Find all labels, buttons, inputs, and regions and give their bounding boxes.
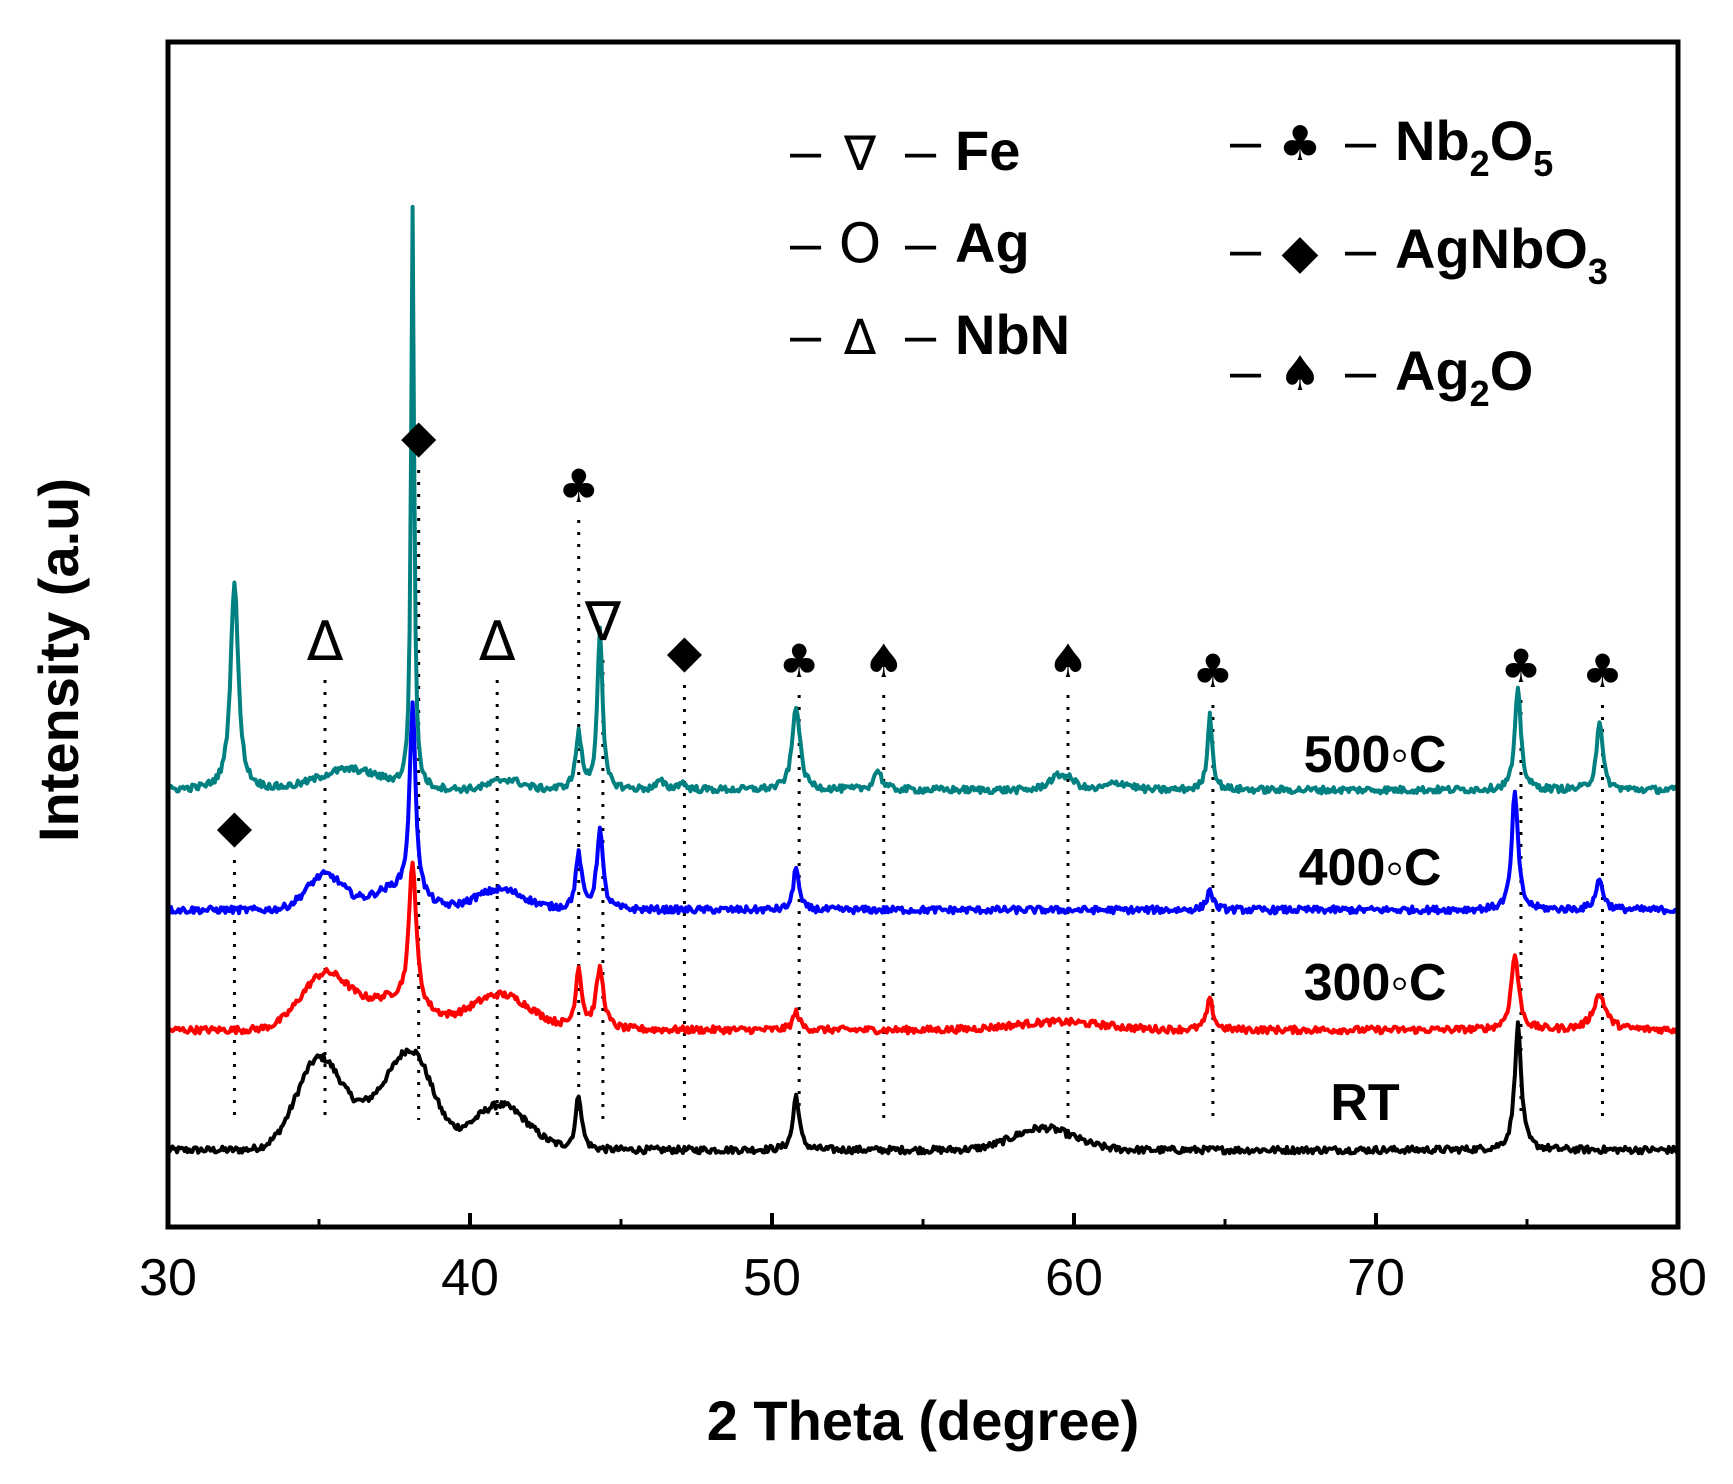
legend-dash-right: – bbox=[905, 211, 937, 274]
series-3-label: 500◦C bbox=[1304, 726, 1447, 784]
peak-marker-nbn-1: Δ bbox=[307, 610, 344, 673]
legend-symbol-5: ♠ bbox=[1278, 346, 1321, 402]
peak-marker-nb2o5-11: ♣ bbox=[1500, 639, 1541, 693]
legend-dash-right: – bbox=[1345, 217, 1377, 280]
series-2-label: 400◦C bbox=[1299, 839, 1442, 897]
legend-dash-left: – bbox=[1230, 109, 1262, 172]
series-layer bbox=[166, 204, 1680, 1156]
legend-label-2: NbN bbox=[955, 303, 1070, 366]
legend-dash-left: – bbox=[790, 119, 822, 182]
legend-symbol-0: ∇ bbox=[843, 126, 877, 182]
legend-dash-right: – bbox=[1345, 109, 1377, 172]
legend-entry-4: – ◆ – AgNbO3 bbox=[1230, 217, 1608, 292]
peak-marker-nb2o5-4: ♣ bbox=[558, 459, 599, 513]
legend-dash-left: – bbox=[790, 211, 822, 274]
legend-entry-2: – Δ – NbN bbox=[790, 303, 1070, 366]
legend-label-5: Ag2O bbox=[1395, 339, 1533, 414]
legend-entry-5: – ♠ – Ag2O bbox=[1230, 339, 1533, 414]
series-labels: RT 300◦C 400◦C 500◦C bbox=[1299, 726, 1447, 1132]
peak-marker-nbn-3: Δ bbox=[479, 610, 516, 673]
legend-dash-left: – bbox=[1230, 217, 1262, 280]
x-axis-title: 2 Theta (degree) bbox=[707, 1389, 1140, 1452]
x-ticks: 30 40 50 60 70 80 bbox=[139, 1213, 1707, 1307]
peak-marker-ag2o-9: ♠ bbox=[1047, 634, 1088, 688]
peak-marker-nb2o5-10: ♣ bbox=[1192, 644, 1233, 698]
legend-entry-0: – ∇ – Fe bbox=[790, 119, 1020, 182]
legend-entry-3: – ♣ – Nb2O5 bbox=[1230, 109, 1553, 184]
legend-label-4: AgNbO3 bbox=[1395, 217, 1608, 292]
peak-marker-nb2o5-12: ♣ bbox=[1582, 644, 1623, 698]
legend-symbol-2: Δ bbox=[844, 310, 877, 366]
x-tick-label-70: 70 bbox=[1347, 1249, 1405, 1307]
x-tick-label-50: 50 bbox=[743, 1249, 801, 1307]
legend-dash-left: – bbox=[1230, 339, 1262, 402]
legend-label-3: Nb2O5 bbox=[1395, 109, 1553, 184]
legend-label-0: Fe bbox=[955, 119, 1020, 182]
legend-symbol-4: ◆ bbox=[1282, 224, 1319, 280]
peak-marker-fe-5: ∇ bbox=[584, 590, 622, 653]
x-tick-label-80: 80 bbox=[1649, 1249, 1707, 1307]
series-2-line bbox=[166, 700, 1679, 916]
series-1-label: 300◦C bbox=[1304, 954, 1447, 1012]
legend-dash-right: – bbox=[1345, 339, 1377, 402]
legend-dash-right: – bbox=[905, 303, 937, 366]
peak-marker-ag2o-8: ♠ bbox=[863, 634, 904, 688]
x-tick-label-60: 60 bbox=[1045, 1249, 1103, 1307]
legend-entry-1: – O – Ag bbox=[790, 211, 1030, 275]
series-0-label: RT bbox=[1330, 1074, 1400, 1132]
peak-marker-agnbo3-2: ◆ bbox=[401, 409, 437, 463]
peak-marker-agnbo3-6: ◆ bbox=[667, 624, 703, 678]
x-tick-label-30: 30 bbox=[139, 1249, 197, 1307]
legend: – ∇ – Fe– O – Ag– Δ – NbN– ♣ – Nb2O5– ◆ – AgNbO3– ♠ – Ag2O bbox=[790, 109, 1608, 414]
legend-dash-right: – bbox=[905, 119, 937, 182]
legend-symbol-1: O bbox=[839, 212, 882, 275]
peak-markers: ◆ Δ ◆ Δ ♣ ∇ ◆ ♣ ♠ ♠ ♣ ♣ ♣ bbox=[217, 409, 1623, 853]
peak-marker-nb2o5-7: ♣ bbox=[779, 634, 820, 688]
legend-label-1: Ag bbox=[955, 211, 1030, 274]
y-axis-title: Intensity (a.u) bbox=[27, 478, 90, 842]
peak-marker-agnbo3-0: ◆ bbox=[217, 799, 253, 853]
series-3-line bbox=[166, 204, 1680, 796]
series-0-line bbox=[166, 1020, 1680, 1156]
legend-symbol-3: ♣ bbox=[1278, 116, 1321, 172]
legend-dash-left: – bbox=[790, 303, 822, 366]
x-tick-label-40: 40 bbox=[441, 1249, 499, 1307]
marker-lines-layer bbox=[232, 470, 1604, 1120]
series-1-line bbox=[166, 860, 1680, 1036]
